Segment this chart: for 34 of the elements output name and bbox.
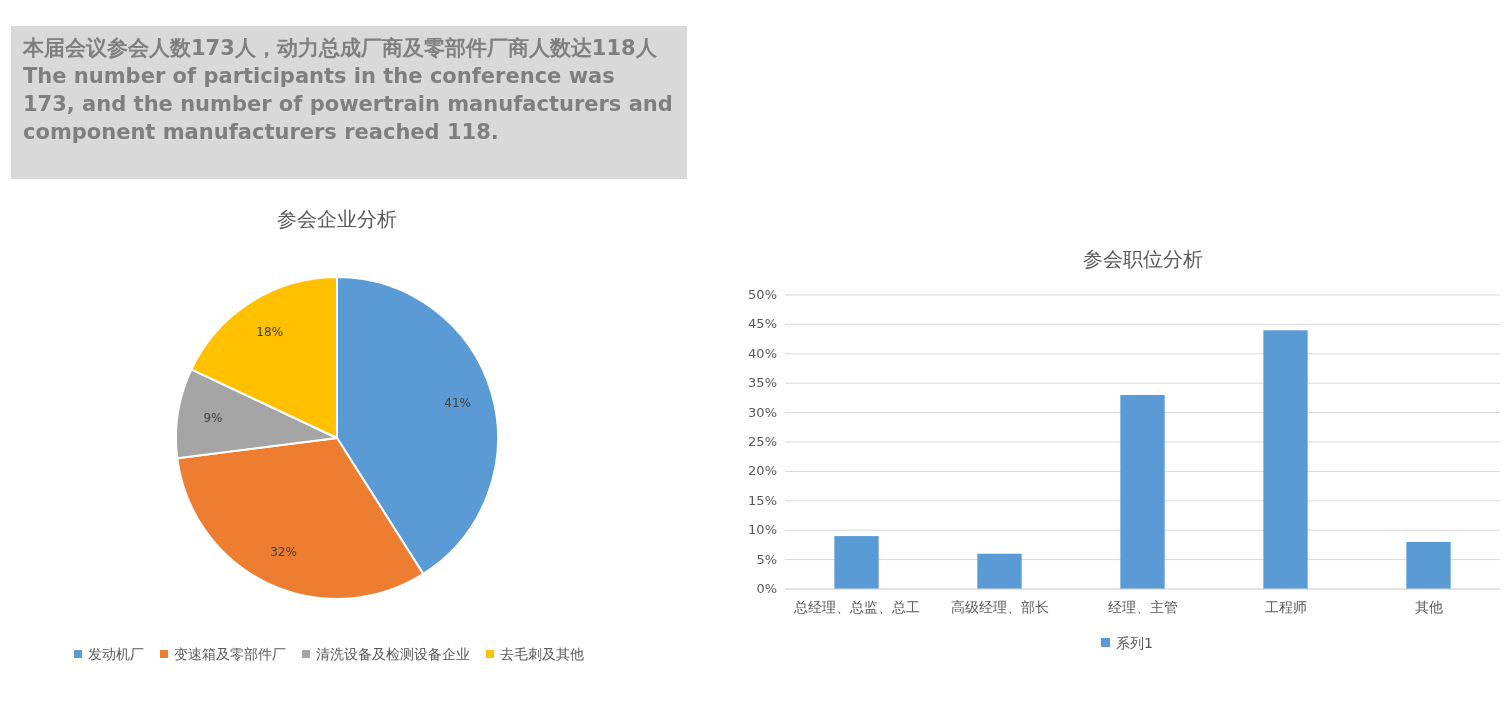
- data-label: 18%: [256, 324, 284, 339]
- legend-label: 清洗设备及检测设备企业: [316, 646, 470, 662]
- bar: [1406, 541, 1451, 589]
- y-tick-label: 5%: [756, 551, 777, 567]
- text: 本届会议参会人数173人，动力总成厂商及零部件厂商人数达118人: [22, 36, 658, 60]
- y-tick-label: 30%: [748, 404, 777, 420]
- y-tick-label: 25%: [748, 434, 777, 449]
- y-tick-label: 40%: [748, 345, 777, 361]
- bar: [1263, 330, 1308, 589]
- x-tick-label: 总经理、总监、总工: [792, 599, 920, 615]
- legend-label: 系列1: [1116, 635, 1153, 651]
- bar: [977, 553, 1022, 589]
- y-tick-label: 15%: [748, 492, 777, 508]
- chart-title: 参会职位分析: [1082, 247, 1203, 271]
- chart-title: 参会企业分析: [277, 207, 397, 231]
- y-tick-label: 35%: [748, 375, 777, 391]
- x-tick-label: 工程师: [1264, 599, 1307, 615]
- bar: [1120, 394, 1165, 589]
- x-tick-label: 高级经理、部长: [950, 599, 1049, 615]
- x-tick-label: 其他: [1414, 599, 1443, 615]
- x-tick-label: 经理、主管: [1107, 599, 1178, 615]
- legend-label: 去毛刺及其他: [500, 646, 584, 662]
- y-tick-label: 10%: [748, 522, 777, 538]
- data-label: 41%: [444, 395, 471, 410]
- y-tick-label: 0%: [756, 581, 777, 596]
- text: The number of participants in the conference was 173, and the number of powertrain manufacturers and component manufacturers reached 118.: [23, 64, 673, 144]
- data-label: 32%: [270, 544, 297, 559]
- legend-label: 发动机厂: [88, 646, 144, 662]
- y-tick-label: 50%: [748, 287, 777, 302]
- legend-label: 变速箱及零部件厂: [174, 646, 286, 662]
- bar: [834, 536, 879, 589]
- y-tick-label: 20%: [748, 463, 777, 479]
- y-tick-label: 45%: [748, 316, 777, 332]
- data-label: 9%: [203, 411, 223, 426]
